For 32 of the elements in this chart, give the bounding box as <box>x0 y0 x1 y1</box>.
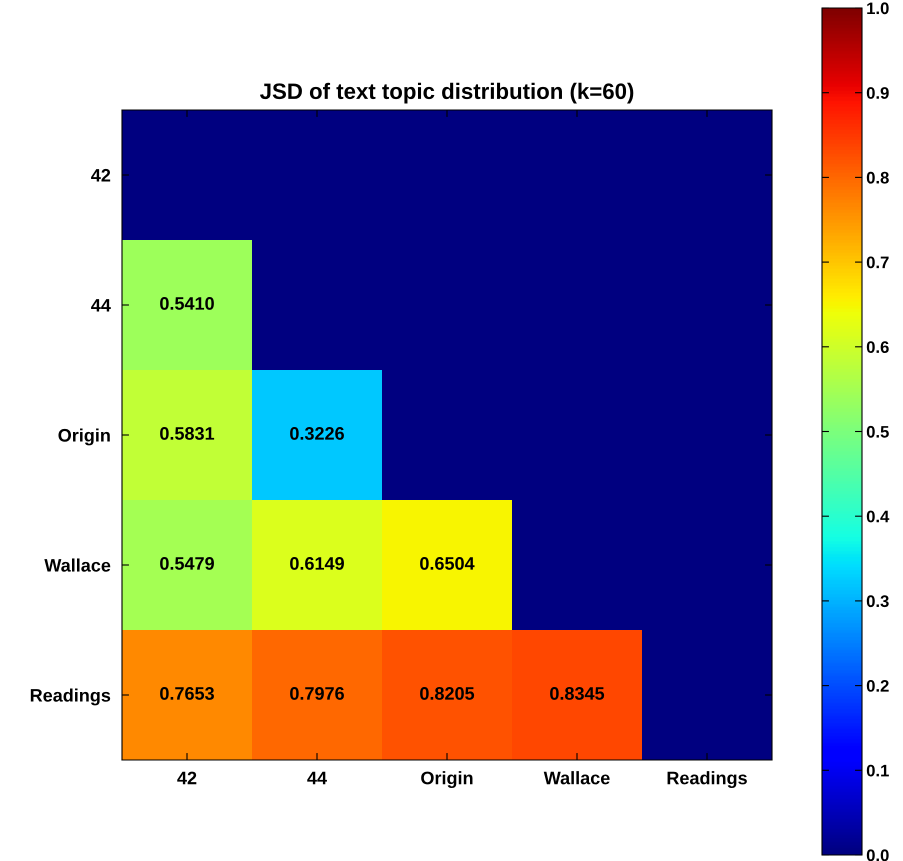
x-tick-label: Origin <box>421 771 472 788</box>
y-tick-label: 44 <box>91 299 111 312</box>
data-label: 0.3226 <box>290 427 344 440</box>
data-label: 0.5410 <box>160 297 214 310</box>
color-bar-label: 1.0 <box>867 2 889 14</box>
data-label: 0.8345 <box>550 687 604 700</box>
color-bar-label: 0.0 <box>866 849 889 861</box>
data-label: 0.7976 <box>290 687 344 700</box>
x-tick-label: Readings <box>668 771 747 788</box>
color-bar-label: 0.7 <box>866 256 889 268</box>
color-bar-label: 0.6 <box>866 341 889 354</box>
x-tick-label: Wallace <box>544 771 610 784</box>
chart-title: JSD of text topic distribution (k=60) <box>260 82 634 104</box>
data-label: 0.5831 <box>160 427 214 440</box>
color-bar-label: 0.2 <box>866 680 889 692</box>
x-tick-label: 42 <box>177 772 196 784</box>
color-bar-label: 0.5 <box>866 426 889 438</box>
y-tick-label: Wallace <box>44 558 110 572</box>
data-label: 0.7653 <box>160 687 214 700</box>
data-label: 0.6504 <box>420 557 475 570</box>
x-tick-label: 44 <box>307 772 327 784</box>
y-tick-label: Readings <box>30 688 110 706</box>
color-bar-label: 0.1 <box>866 764 889 777</box>
y-tick-label: 42 <box>91 168 110 182</box>
color-bar-label: 0.8 <box>866 172 889 184</box>
data-label: 0.5479 <box>160 557 214 570</box>
color-bar-label: 0.4 <box>866 510 890 522</box>
color-bar-label: 0.9 <box>866 87 889 99</box>
data-label: 0.8205 <box>420 687 474 700</box>
y-tick-label: Origin <box>58 428 110 446</box>
data-label: 0.6149 <box>290 557 344 570</box>
color-bar-label: 0.3 <box>866 595 889 608</box>
